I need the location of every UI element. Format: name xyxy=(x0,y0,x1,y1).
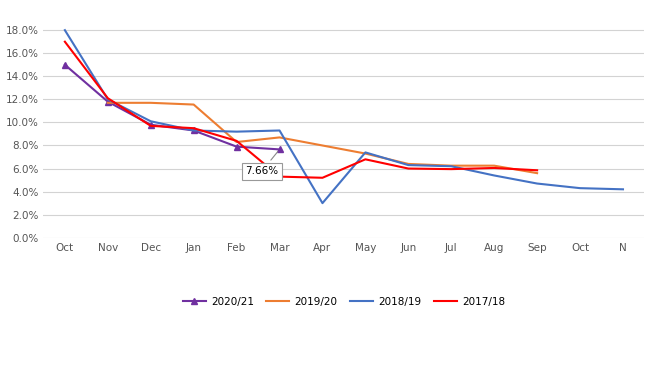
2018/19 xyxy=(490,173,498,178)
2018/19 xyxy=(318,201,326,205)
2020/21 xyxy=(233,145,240,149)
2017/18 xyxy=(447,167,455,171)
2017/18 xyxy=(104,96,112,100)
2017/18 xyxy=(147,124,155,128)
2018/19 xyxy=(576,186,584,190)
2020/21 xyxy=(147,123,155,127)
2018/19 xyxy=(61,28,69,32)
2018/19 xyxy=(533,181,541,186)
2017/18 xyxy=(276,175,283,179)
2018/19 xyxy=(190,128,198,133)
2017/18 xyxy=(404,167,412,171)
2019/20 xyxy=(104,101,112,105)
2018/19 xyxy=(233,130,240,134)
2018/19 xyxy=(104,97,112,101)
2019/20 xyxy=(490,164,498,168)
2019/20 xyxy=(533,171,541,175)
Legend: 2020/21, 2019/20, 2018/19, 2017/18: 2020/21, 2019/20, 2018/19, 2017/18 xyxy=(179,293,509,311)
2017/18 xyxy=(318,176,326,180)
2017/18 xyxy=(533,168,541,172)
2019/20 xyxy=(190,102,198,107)
2019/20 xyxy=(147,101,155,105)
2019/20 xyxy=(276,135,283,139)
Line: 2019/20: 2019/20 xyxy=(108,103,537,173)
2018/19 xyxy=(147,119,155,123)
2017/18 xyxy=(233,139,240,143)
2018/19 xyxy=(619,187,627,191)
2018/19 xyxy=(447,164,455,168)
Text: 7.66%: 7.66% xyxy=(245,152,278,176)
2020/21 xyxy=(190,128,198,133)
2017/18 xyxy=(190,126,198,130)
Line: 2020/21: 2020/21 xyxy=(61,61,283,153)
Line: 2017/18: 2017/18 xyxy=(65,42,537,178)
2018/19 xyxy=(361,150,369,154)
2019/20 xyxy=(233,140,240,144)
2020/21 xyxy=(276,147,283,152)
2019/20 xyxy=(404,162,412,166)
2019/20 xyxy=(361,152,369,156)
2020/21 xyxy=(61,63,69,67)
2018/19 xyxy=(276,128,283,133)
2017/18 xyxy=(61,40,69,44)
2018/19 xyxy=(404,163,412,167)
2017/18 xyxy=(361,157,369,161)
2019/20 xyxy=(447,164,455,168)
2017/18 xyxy=(490,166,498,170)
2020/21 xyxy=(104,100,112,104)
Line: 2018/19: 2018/19 xyxy=(65,30,623,203)
